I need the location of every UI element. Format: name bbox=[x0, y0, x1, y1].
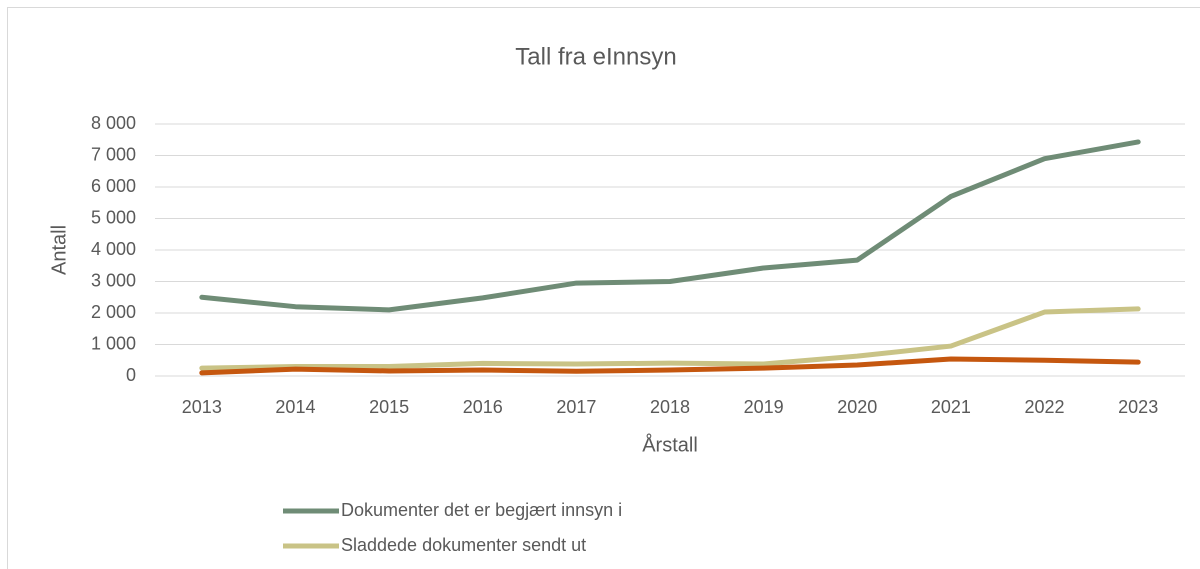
x-tick-label: 2018 bbox=[650, 397, 690, 417]
x-tick-label: 2020 bbox=[837, 397, 877, 417]
chart-title: Tall fra eInnsyn bbox=[515, 43, 676, 70]
y-tick-label: 0 bbox=[126, 365, 136, 385]
y-axis-label: Antall bbox=[48, 225, 70, 275]
y-tick-label: 2 000 bbox=[91, 302, 136, 322]
x-tick-label: 2015 bbox=[369, 397, 409, 417]
y-tick-label: 4 000 bbox=[91, 239, 136, 259]
series-line bbox=[199, 306, 1141, 371]
y-tick-label: 6 000 bbox=[91, 176, 136, 196]
y-tick-label: 1 000 bbox=[91, 333, 136, 353]
x-tick-label: 2016 bbox=[463, 397, 503, 417]
legend-label: Dokumenter det er begjært innsyn i bbox=[341, 500, 622, 520]
x-tick-label: 2021 bbox=[931, 397, 971, 417]
x-tick-label: 2013 bbox=[182, 397, 222, 417]
x-tick-label: 2022 bbox=[1025, 397, 1065, 417]
legend-label: Sladdede dokumenter sendt ut bbox=[341, 535, 586, 555]
x-axis-label: Årstall bbox=[642, 433, 698, 456]
series-line bbox=[199, 356, 1141, 376]
y-tick-label: 7 000 bbox=[91, 144, 136, 164]
y-tick-label: 3 000 bbox=[91, 270, 136, 290]
x-tick-label: 2017 bbox=[556, 397, 596, 417]
x-tick-label: 2019 bbox=[744, 397, 784, 417]
chart-border bbox=[7, 7, 1200, 569]
series-line bbox=[199, 139, 1141, 313]
x-tick-label: 2014 bbox=[275, 397, 315, 417]
y-tick-label: 5 000 bbox=[91, 207, 136, 227]
y-tick-label: 8 000 bbox=[91, 113, 136, 133]
x-tick-label: 2023 bbox=[1118, 397, 1158, 417]
